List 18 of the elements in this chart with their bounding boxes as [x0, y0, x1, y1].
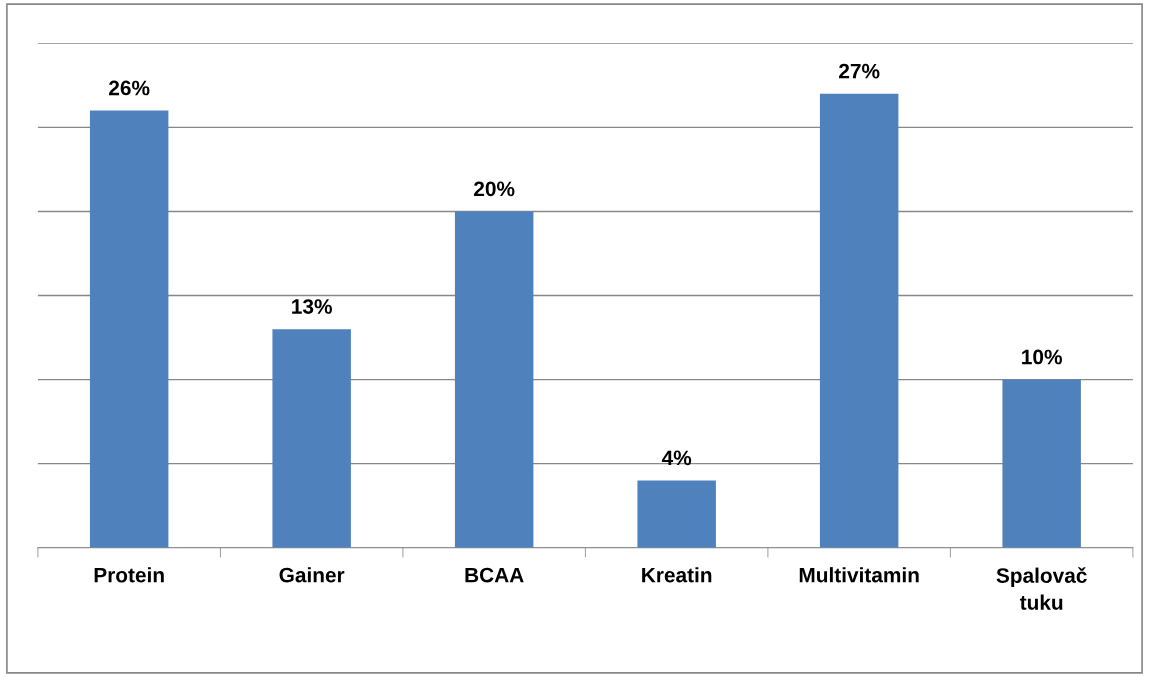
- bar: [1002, 379, 1081, 548]
- data-label: 20%: [474, 181, 515, 197]
- data-label: 10%: [1022, 349, 1062, 365]
- x-tick-label: Kreatin: [642, 567, 712, 583]
- bar: [272, 329, 351, 548]
- bar: [89, 110, 169, 548]
- bar: [454, 211, 534, 548]
- x-tick-label: Spalovač tuku: [996, 567, 1087, 610]
- x-tick-label: BCAA: [465, 567, 524, 583]
- x-tick-label: Multivitamin: [799, 567, 919, 583]
- x-tick-label: Gainer: [279, 567, 345, 583]
- bar: [819, 93, 899, 548]
- data-label: 4%: [661, 450, 692, 466]
- data-label: 26%: [109, 80, 150, 96]
- data-label: 27%: [839, 63, 880, 79]
- data-label: 13%: [292, 299, 332, 314]
- x-tick-label: Protein: [94, 567, 164, 583]
- bar: [637, 480, 716, 548]
